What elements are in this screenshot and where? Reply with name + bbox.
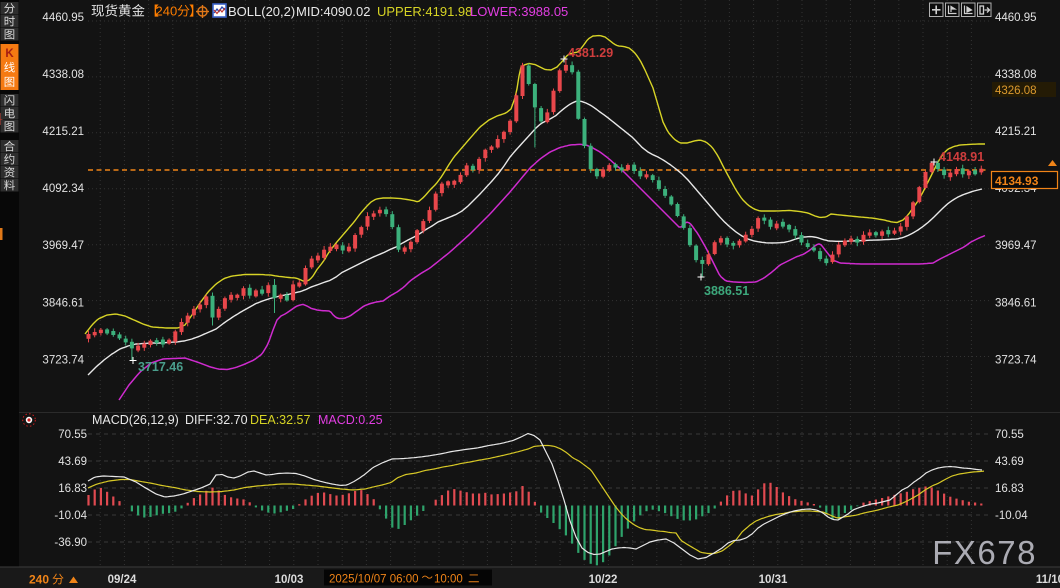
svg-text:K: K <box>5 48 14 60</box>
svg-text:3717.46: 3717.46 <box>138 360 183 374</box>
svg-text:09/24: 09/24 <box>108 574 137 586</box>
svg-text:DIFF:32.70: DIFF:32.70 <box>185 413 248 427</box>
svg-text:10:00: 10:00 <box>434 574 463 586</box>
svg-text:BOLL(20,2): BOLL(20,2) <box>228 4 295 19</box>
svg-text:10/31: 10/31 <box>759 574 788 586</box>
svg-text:LOWER:3988.05: LOWER:3988.05 <box>470 4 568 19</box>
svg-text:3846.61: 3846.61 <box>42 297 84 309</box>
svg-text:3846.61: 3846.61 <box>995 297 1037 309</box>
svg-text:43.69: 43.69 <box>58 456 87 468</box>
svg-text:11/10: 11/10 <box>1036 574 1060 586</box>
svg-text:3969.47: 3969.47 <box>995 240 1037 252</box>
svg-text:240: 240 <box>156 4 178 19</box>
svg-text:DEA:32.57: DEA:32.57 <box>250 413 311 427</box>
svg-text:16.83: 16.83 <box>995 483 1024 495</box>
svg-text:3886.51: 3886.51 <box>704 284 749 298</box>
svg-text:10/22: 10/22 <box>589 574 618 586</box>
svg-text:4215.21: 4215.21 <box>995 126 1037 138</box>
svg-text:240: 240 <box>29 573 49 587</box>
svg-text:4148.91: 4148.91 <box>939 150 984 164</box>
svg-text:4338.08: 4338.08 <box>995 69 1037 81</box>
svg-text:2025/10/07 06:00: 2025/10/07 06:00 <box>329 574 419 586</box>
svg-text:-10.04: -10.04 <box>995 510 1028 522</box>
svg-text:4460.95: 4460.95 <box>42 12 84 24</box>
svg-text:MID:4090.02: MID:4090.02 <box>296 4 370 19</box>
svg-text:70.55: 70.55 <box>995 429 1024 441</box>
svg-text:43.69: 43.69 <box>995 456 1024 468</box>
svg-text:70.55: 70.55 <box>58 429 87 441</box>
svg-text:-36.90: -36.90 <box>54 537 87 549</box>
svg-text:-10.04: -10.04 <box>54 510 87 522</box>
svg-text:4381.29: 4381.29 <box>568 46 613 60</box>
svg-text:4338.08: 4338.08 <box>42 69 84 81</box>
svg-text:4326.08: 4326.08 <box>995 85 1037 97</box>
svg-text:3723.74: 3723.74 <box>42 354 84 366</box>
svg-text:4092.34: 4092.34 <box>42 183 84 195</box>
svg-text:MACD(26,12,9): MACD(26,12,9) <box>92 413 179 427</box>
svg-text:FX678: FX678 <box>932 534 1037 571</box>
svg-text:4460.95: 4460.95 <box>995 12 1037 24</box>
svg-text:3969.47: 3969.47 <box>42 240 84 252</box>
svg-text:10/03: 10/03 <box>275 574 304 586</box>
svg-text:3723.74: 3723.74 <box>995 354 1037 366</box>
svg-text:MACD:0.25: MACD:0.25 <box>318 413 383 427</box>
svg-text:4134.93: 4134.93 <box>995 174 1039 188</box>
svg-text:16.83: 16.83 <box>58 483 87 495</box>
svg-text:4215.21: 4215.21 <box>42 126 84 138</box>
svg-text:UPPER:4191.98: UPPER:4191.98 <box>377 4 472 19</box>
